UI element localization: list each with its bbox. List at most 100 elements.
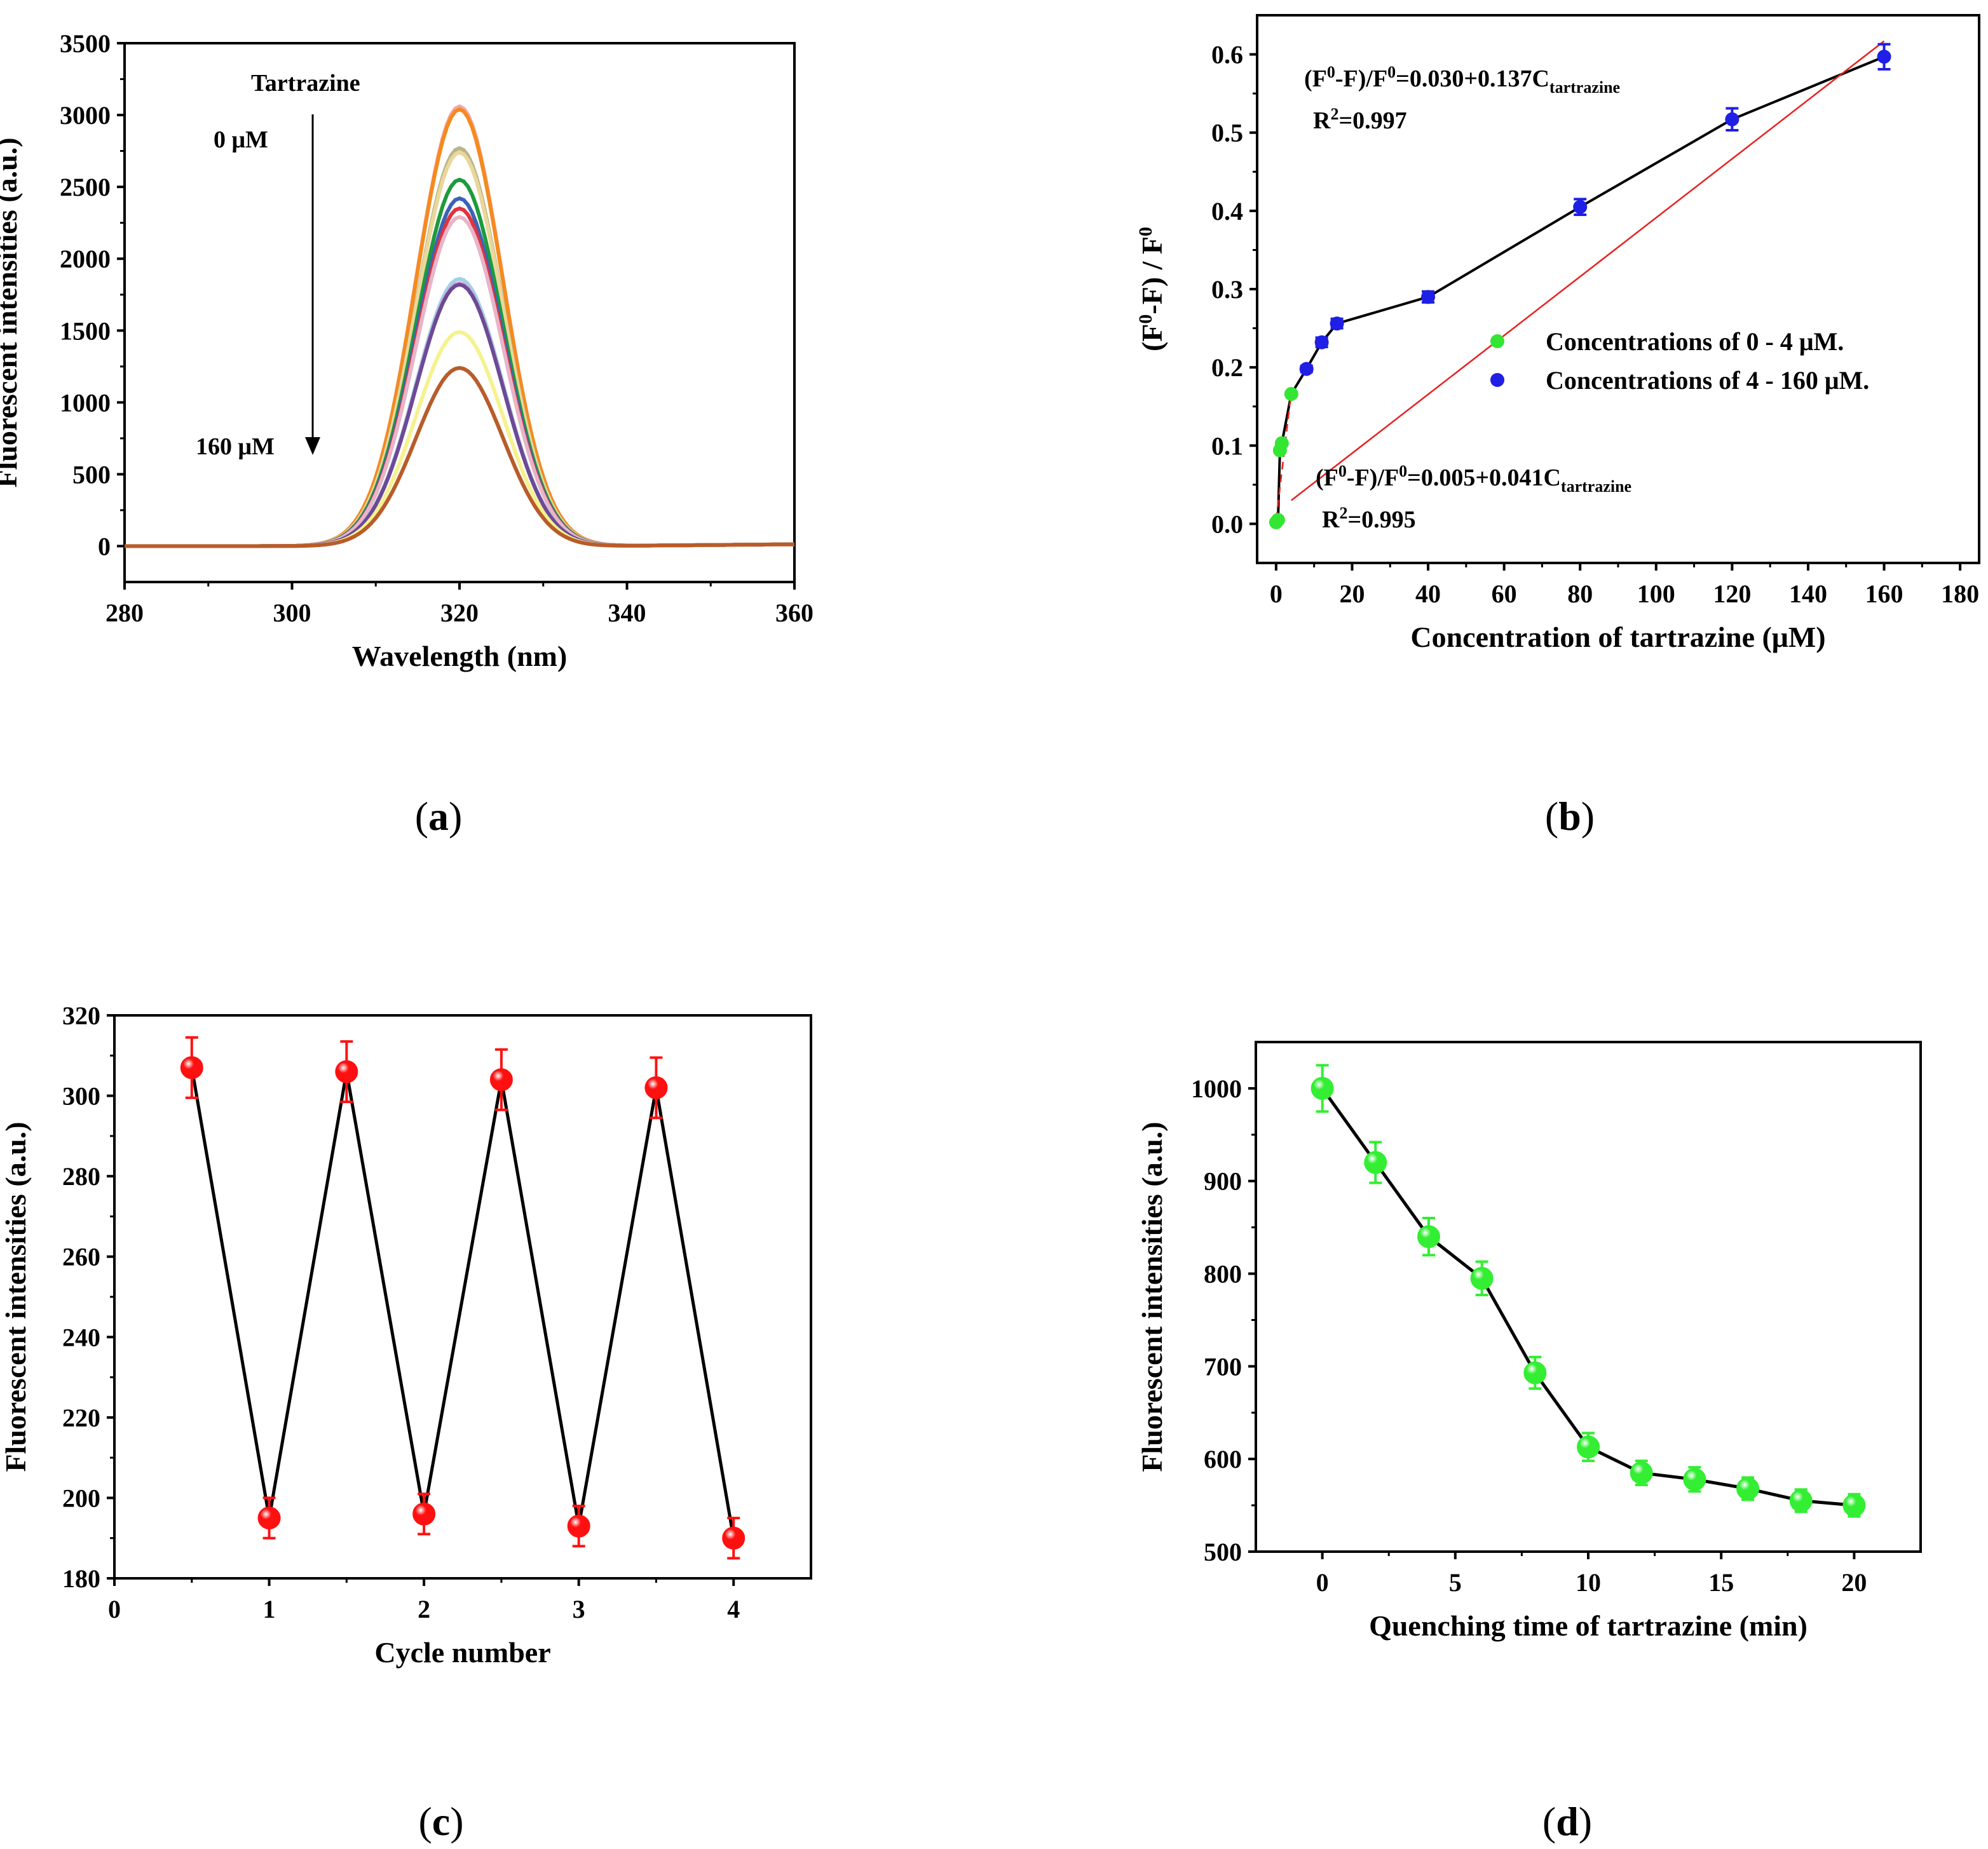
fit-equation: (F0-F)/F0=0.005+0.041Ctartrazine <box>1316 462 1631 496</box>
x-axis-title: Cycle number <box>374 1636 550 1669</box>
x-tick-label: 5 <box>1449 1568 1462 1597</box>
fit-line <box>1291 40 1885 501</box>
data-point <box>1725 112 1740 126</box>
x-tick-label: 180 <box>1941 579 1979 608</box>
y-tick-label: 500 <box>1204 1538 1242 1566</box>
x-tick-label: 160 <box>1865 579 1903 608</box>
legend-marker <box>1490 334 1504 348</box>
data-point <box>1364 1151 1387 1174</box>
data-point <box>1683 1468 1706 1491</box>
data-point <box>1314 335 1329 349</box>
y-axis-title: Fluorescent intensities (a.u.) <box>0 1121 32 1472</box>
y-tick-label: 0.2 <box>1211 353 1243 382</box>
x-axis-title: Quenching time of tartrazine (min) <box>1369 1609 1808 1642</box>
y-tick-label: 0.3 <box>1211 275 1243 304</box>
data-point <box>1417 1225 1440 1249</box>
y-tick-label: 3000 <box>60 101 111 130</box>
x-axis-title: Wavelength (nm) <box>352 640 568 672</box>
data-point <box>722 1526 746 1550</box>
panel-c: 0 1 2 3 4 180 200 220 240 260 280 300 320 Cycle numbe… <box>0 1001 812 1844</box>
y-axis-title: Fluorescent intensities (a.u.) <box>0 137 23 487</box>
y-tick-label: 220 <box>62 1404 100 1432</box>
x-tick-label: 320 <box>440 599 479 627</box>
y-tick-label: 180 <box>62 1564 100 1593</box>
x-tick-label: 300 <box>273 599 311 627</box>
y-tick-label: 1500 <box>60 316 111 345</box>
y-tick-label: 500 <box>72 460 111 489</box>
data-point <box>335 1060 358 1083</box>
x-tick-label: 15 <box>1708 1568 1734 1597</box>
y-tick-label: 0.5 <box>1211 119 1243 147</box>
x-tick-label: 60 <box>1492 579 1517 608</box>
y-tick-label: 900 <box>1204 1167 1242 1196</box>
y-axis-title: (F0-F) / F0 <box>1135 227 1168 351</box>
plot-frame <box>123 42 796 583</box>
data-point <box>257 1507 281 1530</box>
y-tick-label: 1000 <box>60 388 111 417</box>
spectrum-line <box>125 177 795 548</box>
y-tick-label: 320 <box>62 1001 100 1030</box>
x-axis-title: Concentration of tartrazine (μM) <box>1410 621 1825 653</box>
spectrum-line <box>125 150 795 548</box>
spectrum-line <box>125 107 795 548</box>
x-tick-label: 0 <box>1316 1568 1329 1597</box>
y-tick-label: 2500 <box>60 173 111 201</box>
x-tick-label: 40 <box>1415 579 1441 608</box>
y-tick-label: 280 <box>62 1162 100 1191</box>
y-tick-label: 300 <box>62 1082 100 1111</box>
spectrum-line <box>125 276 795 548</box>
x-tick-label: 100 <box>1637 579 1675 608</box>
panel-label: (a) <box>415 794 463 839</box>
x-tick-label: 120 <box>1713 579 1751 608</box>
fit-equation: (F0-F)/F0=0.030+0.137Ctartrazine <box>1304 63 1620 97</box>
data-point <box>644 1076 668 1099</box>
panel-label: (b) <box>1545 794 1595 839</box>
data-point <box>1274 436 1289 450</box>
data-point <box>489 1068 513 1092</box>
spectrum-line <box>125 104 795 548</box>
y-tick-label: 700 <box>1204 1352 1242 1381</box>
data-point <box>1311 1076 1334 1100</box>
data-point <box>1270 513 1285 527</box>
y-tick-label: 200 <box>62 1484 100 1512</box>
x-tick-label: 20 <box>1339 579 1365 608</box>
y-tick-label: 800 <box>1204 1260 1242 1289</box>
spectrum-line <box>125 366 795 548</box>
y-tick-label: 0.6 <box>1211 41 1243 69</box>
x-tick-label: 80 <box>1567 579 1593 608</box>
data-point <box>567 1514 590 1538</box>
annotation: Tartrazine <box>251 70 360 97</box>
legend-marker <box>1490 373 1504 387</box>
legend-label: Concentrations of 4 - 160 μM. <box>1546 366 1869 395</box>
y-tick-label: 1000 <box>1191 1074 1242 1103</box>
y-tick-label: 0.0 <box>1211 510 1243 538</box>
x-tick-label: 0 <box>1270 579 1283 608</box>
panel-label: (c) <box>418 1799 463 1844</box>
x-tick-label: 20 <box>1841 1568 1867 1597</box>
x-tick-label: 10 <box>1576 1568 1601 1597</box>
y-tick-label: 240 <box>62 1323 100 1351</box>
y-tick-label: 260 <box>62 1243 100 1271</box>
data-point <box>1299 362 1314 376</box>
data-point <box>1470 1266 1494 1290</box>
panel-a: 280 300 320 340 360 0 500 1000 1500 2000 2500 3000 3… <box>0 29 814 839</box>
data-point <box>1573 200 1588 214</box>
x-tick-label: 340 <box>608 599 646 627</box>
panel-label: (d) <box>1542 1799 1592 1844</box>
data-point <box>1789 1489 1813 1512</box>
connecting-line <box>1275 55 1885 524</box>
x-tick-label: 0 <box>108 1595 121 1623</box>
spectrum-line <box>125 281 795 548</box>
fit-r-squared: R2=0.995 <box>1322 504 1416 533</box>
plot-frame <box>1255 1041 1922 1553</box>
data-point <box>1421 290 1436 304</box>
data-point <box>1577 1435 1600 1459</box>
x-tick-label: 140 <box>1789 579 1827 608</box>
series-line <box>190 1067 735 1539</box>
data-point <box>1284 387 1298 402</box>
panel-b: 0 20 40 60 80 100 120 140 160 180 0.0 0.1 0.2 0.3 0.4 0… <box>1135 14 1980 839</box>
data-point <box>1330 316 1344 331</box>
panel-d: 0 5 10 15 20 500 600 700 800 900 1000 Quenching tim… <box>1136 1041 1922 1844</box>
x-tick-label: 360 <box>775 599 814 627</box>
x-tick-label: 4 <box>727 1595 740 1623</box>
